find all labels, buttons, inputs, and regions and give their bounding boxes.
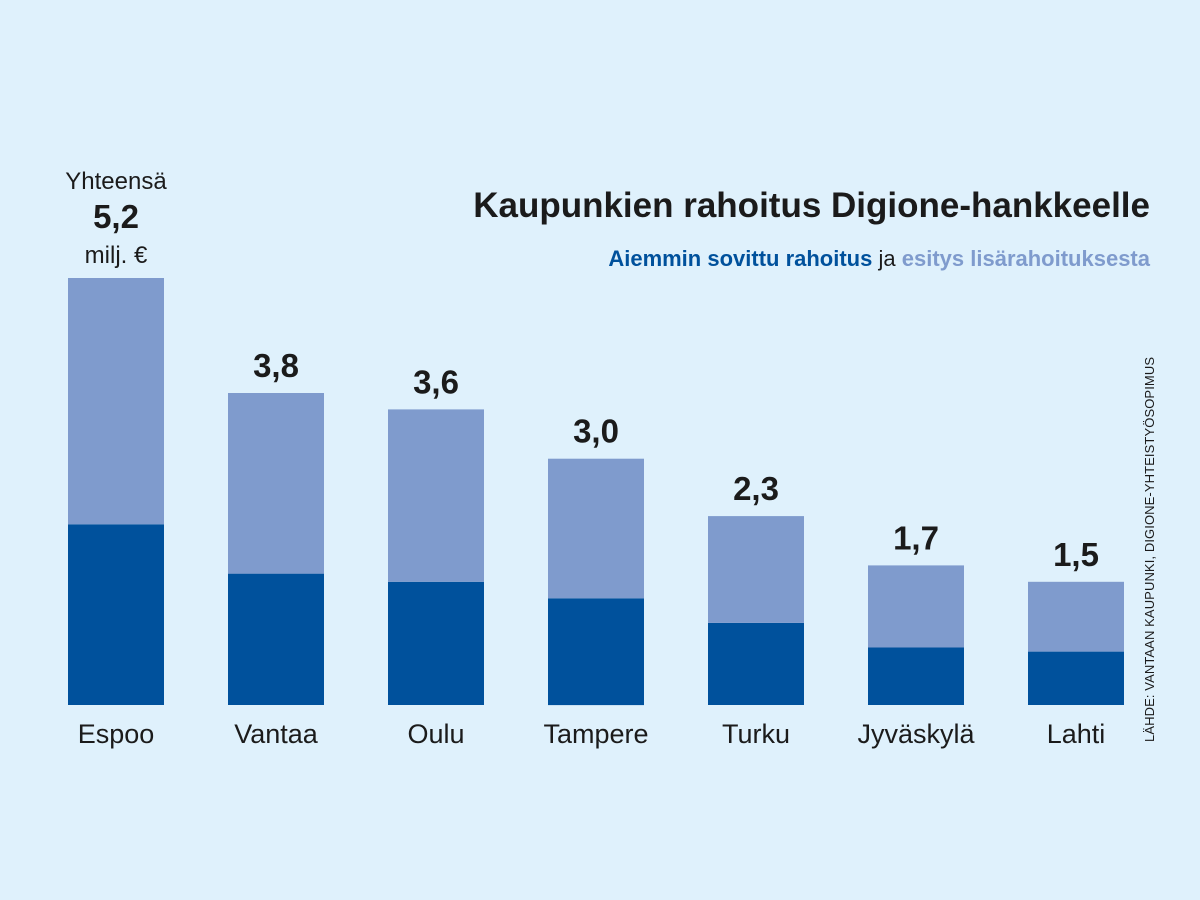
- total-caption: Yhteensä: [65, 168, 167, 195]
- chart-subtitle: Aiemmin sovittu rahoitus ja esitys lisär…: [608, 246, 1150, 272]
- category-label: Tampere: [543, 719, 648, 749]
- total-value-label: 5,2: [93, 198, 139, 235]
- subtitle-extra-funding: esitys lisärahoituksesta: [901, 246, 1150, 271]
- category-label: Turku: [722, 719, 790, 749]
- subtitle-conjunction: ja: [878, 246, 896, 271]
- bar-extra-funding: [1028, 581, 1124, 652]
- total-unit-label: milj. €: [85, 242, 148, 269]
- bar-prior-funding: [388, 581, 484, 705]
- subtitle-prior-funding: Aiemmin sovittu rahoitus: [608, 246, 873, 271]
- bar-extra-funding: [228, 393, 324, 574]
- category-label: Lahti: [1047, 719, 1106, 749]
- bar-extra-funding: [708, 516, 804, 623]
- bar-extra-funding: [868, 565, 964, 648]
- total-value-label: 3,6: [413, 363, 459, 400]
- bar-prior-funding: [548, 598, 644, 706]
- total-value-label: 1,7: [893, 519, 939, 556]
- bar-prior-funding: [228, 573, 324, 705]
- bar-extra-funding: [548, 458, 644, 599]
- bar-prior-funding: [1028, 651, 1124, 705]
- bar-extra-funding: [68, 278, 164, 525]
- category-label: Jyväskylä: [857, 719, 975, 749]
- category-label: Vantaa: [234, 719, 319, 749]
- bar-prior-funding: [708, 622, 804, 705]
- category-label: Espoo: [78, 719, 155, 749]
- total-value-label: 3,8: [253, 347, 299, 384]
- bar-prior-funding: [868, 647, 964, 705]
- category-label: Oulu: [407, 719, 464, 749]
- bar-extra-funding: [388, 409, 484, 582]
- total-value-label: 3,0: [573, 413, 619, 450]
- bar-prior-funding: [68, 524, 164, 705]
- total-value-label: 1,5: [1053, 536, 1099, 573]
- chart-title: Kaupunkien rahoitus Digione-hankkeelle: [473, 186, 1150, 225]
- total-value-label: 2,3: [733, 470, 779, 507]
